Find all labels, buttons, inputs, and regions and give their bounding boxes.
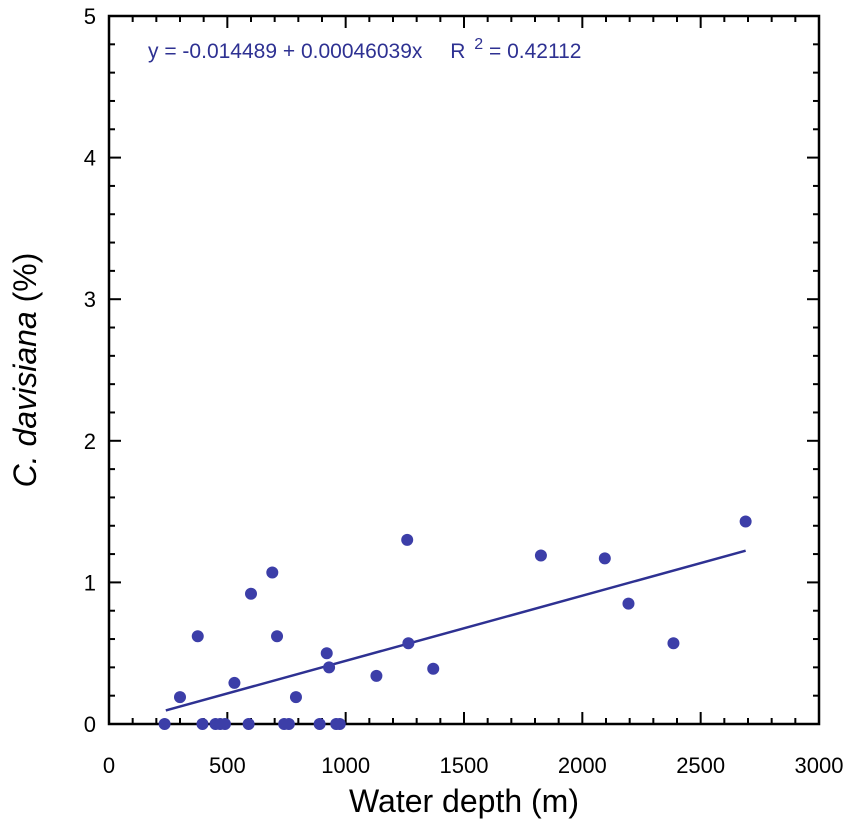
data-point xyxy=(402,637,415,650)
plot-frame xyxy=(107,14,821,726)
axis-ticks xyxy=(108,15,820,725)
y-tick-label: 0 xyxy=(84,712,96,737)
y-tick-label: 4 xyxy=(84,146,96,171)
data-point xyxy=(313,718,326,730)
data-points xyxy=(158,515,752,730)
x-tick-label: 2500 xyxy=(676,753,725,778)
x-tick-label: 500 xyxy=(209,753,246,778)
data-point xyxy=(196,718,209,730)
data-point xyxy=(534,549,547,562)
data-point xyxy=(667,637,680,650)
regression-line xyxy=(165,549,746,712)
y-axis-title: C. davisiana (%) xyxy=(7,253,43,488)
x-tick-label: 1000 xyxy=(321,753,370,778)
y-axis-title-unit: (%) xyxy=(7,253,43,312)
data-point xyxy=(174,691,186,704)
data-point xyxy=(427,662,440,675)
y-tick-label: 3 xyxy=(84,287,96,312)
data-point xyxy=(191,630,204,643)
data-point xyxy=(228,676,241,689)
data-point xyxy=(266,566,279,579)
data-point xyxy=(739,515,752,528)
data-point xyxy=(242,718,255,730)
data-point xyxy=(598,552,611,565)
data-point xyxy=(370,669,383,682)
x-tick-label: 1500 xyxy=(440,753,489,778)
equation-r-value: = 0.42112 xyxy=(489,40,581,63)
data-point xyxy=(320,647,333,660)
data-point xyxy=(271,630,284,643)
x-tick-label: 3000 xyxy=(795,753,844,778)
equation-r-exponent: 2 xyxy=(474,36,483,53)
axis-tick-labels: 0 500 1000 1500 2000 2500 3000 0 1 2 3 4 5 xyxy=(84,4,844,778)
data-point xyxy=(333,718,346,730)
regression-equation: y = -0.014489 + 0.00046039x R 2 = 0.4211… xyxy=(148,31,581,63)
x-axis-title: Water depth (m) xyxy=(349,783,579,819)
x-tick-label: 0 xyxy=(103,753,115,778)
data-point xyxy=(158,718,171,730)
data-point xyxy=(323,661,336,674)
data-point xyxy=(289,691,302,704)
data-point xyxy=(282,718,295,730)
y-tick-label: 1 xyxy=(84,570,96,595)
equation-lhs: y = -0.014489 + 0.00046039x xyxy=(148,40,423,63)
equation-r-label: R xyxy=(450,40,465,63)
y-tick-label: 2 xyxy=(84,429,96,454)
y-axis-title-species: C. davisiana xyxy=(7,311,43,487)
data-point xyxy=(218,718,231,730)
y-tick-label: 5 xyxy=(84,4,96,29)
data-point xyxy=(401,533,414,546)
x-tick-label: 2000 xyxy=(558,753,607,778)
data-point xyxy=(622,597,635,610)
data-point xyxy=(245,587,257,600)
